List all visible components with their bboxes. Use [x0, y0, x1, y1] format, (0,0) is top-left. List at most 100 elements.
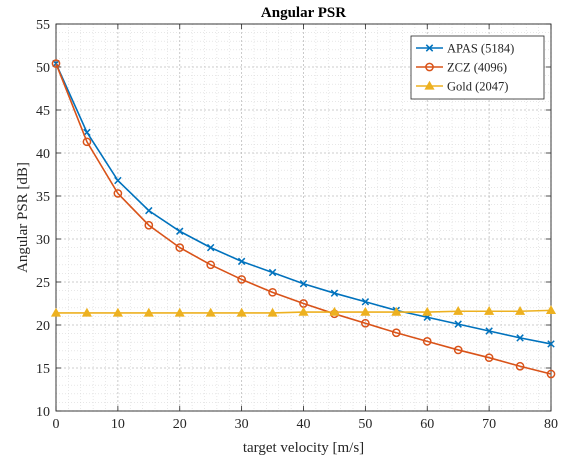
- marker-stroke: [485, 327, 493, 335]
- legend-entry: APAS (5184): [416, 42, 514, 56]
- data-point-circle-marker: [425, 62, 434, 72]
- y-tick-label: 15: [36, 362, 50, 377]
- data-point-triangle-marker: [81, 307, 92, 317]
- data-point-circle-marker: [546, 369, 556, 379]
- data-point-circle-marker: [175, 243, 185, 252]
- data-point-circle-marker: [237, 275, 246, 284]
- data-point-x-marker: [206, 243, 215, 252]
- x-tick-label: 10: [111, 417, 125, 432]
- marker-stroke: [145, 206, 153, 215]
- marker-stroke: [299, 279, 308, 288]
- legend-entry: ZCZ (4096): [416, 61, 507, 75]
- data-point-circle-marker: [113, 189, 123, 198]
- marker-stroke: [114, 176, 122, 185]
- x-tick-label: 20: [173, 417, 187, 432]
- y-tick-label: 55: [36, 18, 50, 33]
- legend-label: ZCZ (4096): [447, 61, 507, 75]
- data-point-triangle-marker: [112, 307, 123, 317]
- legend-label: APAS (5184): [447, 42, 514, 56]
- data-point-x-marker: [425, 44, 434, 52]
- legend-entry: Gold (2047): [416, 80, 508, 94]
- data-point-triangle-marker: [267, 307, 278, 317]
- data-point-triangle-marker: [424, 80, 435, 90]
- y-tick-label: 35: [36, 190, 50, 205]
- data-point-x-marker: [268, 268, 277, 277]
- y-tick-label: 25: [36, 276, 50, 291]
- marker-stroke: [268, 268, 277, 277]
- chart-title: Angular PSR: [261, 5, 346, 21]
- data-point-circle-marker: [51, 59, 61, 68]
- data-point-x-marker: [485, 327, 493, 335]
- marker-stroke: [176, 227, 184, 235]
- data-point-x-marker: [176, 227, 184, 235]
- x-tick-label: 50: [358, 417, 372, 432]
- series-2: [51, 59, 556, 379]
- data-point-x-marker: [145, 206, 153, 215]
- series-3: [50, 305, 557, 317]
- marker-stroke: [425, 44, 434, 52]
- x-tick-label: 30: [235, 417, 249, 432]
- data-point-circle-marker: [515, 361, 525, 371]
- data-point-triangle-marker: [422, 306, 433, 316]
- legend: APAS (5184) ZCZ (4096) Gold (2047): [410, 35, 545, 100]
- data-point-x-marker: [114, 176, 122, 185]
- y-tick-label: 30: [36, 233, 50, 248]
- marker-stroke: [330, 289, 339, 297]
- y-tick-label: 20: [36, 319, 50, 334]
- data-point-circle-marker: [268, 287, 277, 297]
- legend-label: Gold (2047): [447, 80, 508, 94]
- axes-box: [55, 23, 552, 412]
- x-tick-label: 80: [544, 417, 558, 432]
- data-point-triangle-marker: [143, 307, 154, 317]
- axes-frame: [55, 23, 552, 412]
- x-tick-label: 0: [53, 417, 60, 432]
- data-point-triangle-marker: [515, 306, 526, 315]
- data-point-triangle-marker: [174, 307, 185, 317]
- y-tick-labels: 10 15 20 25 30 35 40 45 50 55: [36, 18, 50, 420]
- data-point-circle-marker: [361, 318, 370, 328]
- data-point-triangle-marker: [360, 306, 371, 316]
- data-point-circle-marker: [391, 328, 401, 338]
- y-tick-label: 10: [36, 405, 50, 420]
- data-point-circle-marker: [144, 220, 154, 230]
- data-point-circle-marker: [422, 336, 432, 346]
- data-point-circle-marker: [484, 353, 494, 363]
- x-tick-label: 40: [297, 417, 311, 432]
- data-point-triangle-marker: [453, 306, 464, 315]
- data-point-x-marker: [237, 257, 246, 266]
- data-point-triangle-marker: [391, 306, 402, 316]
- x-tick-label: 70: [482, 417, 496, 432]
- y-tick-label: 50: [36, 61, 50, 76]
- data-point-circle-marker: [453, 345, 463, 355]
- data-point-x-marker: [516, 334, 524, 342]
- x-tick-labels: 0 10 20 30 40 50 60 70 80: [53, 417, 559, 432]
- y-tick-label: 40: [36, 147, 50, 162]
- data-point-triangle-marker: [329, 306, 340, 316]
- data-point-x-marker: [361, 298, 370, 306]
- marker-stroke: [237, 257, 246, 266]
- y-tick-label: 45: [36, 104, 50, 119]
- data-point-x-marker: [547, 340, 555, 348]
- data-point-triangle-marker: [545, 305, 557, 315]
- marker-stroke: [206, 243, 215, 252]
- data-point-triangle-marker: [298, 306, 309, 316]
- series-layer: [50, 59, 557, 379]
- marker-stroke: [547, 340, 555, 348]
- data-point-triangle-marker: [50, 307, 62, 317]
- series-line: [55, 63, 552, 375]
- data-point-x-marker: [454, 320, 462, 328]
- data-point-x-marker: [330, 289, 339, 297]
- x-tick-label: 60: [420, 417, 434, 432]
- x-axis-label: target velocity [m/s]: [243, 440, 364, 456]
- y-axis-label: Angular PSR [dB]: [15, 162, 31, 273]
- data-point-circle-marker: [206, 260, 216, 270]
- data-point-triangle-marker: [484, 306, 495, 315]
- marker-stroke: [516, 334, 524, 342]
- data-point-triangle-marker: [236, 307, 247, 317]
- data-point-x-marker: [299, 279, 308, 288]
- marker-stroke: [361, 298, 370, 306]
- data-point-triangle-marker: [205, 307, 216, 317]
- marker-stroke: [454, 320, 462, 328]
